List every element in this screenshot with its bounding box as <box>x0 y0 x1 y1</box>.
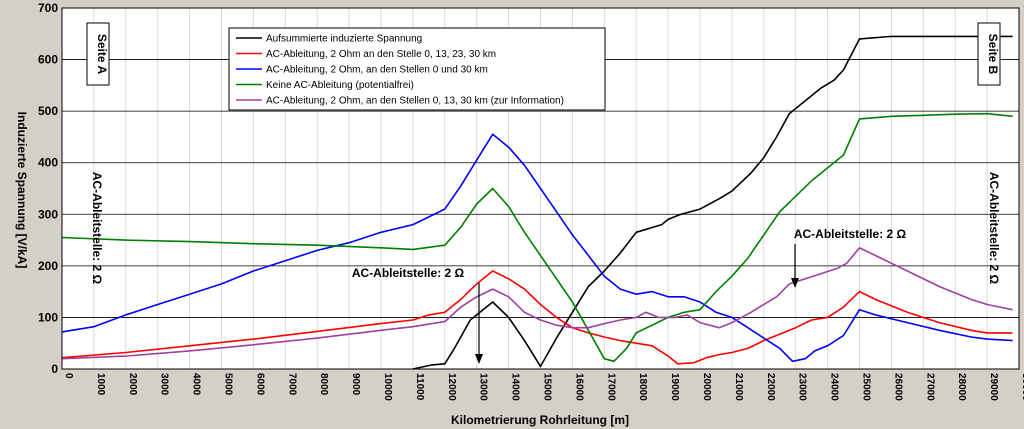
x-tick-label-21: 21000 <box>733 373 744 401</box>
x-tick-label-24: 24000 <box>829 373 840 401</box>
x-tick-label-13: 13000 <box>478 373 489 401</box>
ableit-13km-arrowhead <box>475 354 483 364</box>
series-line-2 <box>61 133 1013 363</box>
x-tick-label-9: 9000 <box>350 373 361 396</box>
x-tick-label-7: 7000 <box>286 373 297 396</box>
series-line-1 <box>61 270 1013 365</box>
x-tick-label-6: 6000 <box>254 373 265 396</box>
x-tick-label-5: 5000 <box>223 373 234 396</box>
y-axis-label: Induzierte Spannung [V/kA] <box>15 112 29 269</box>
y-tick-labels: 0 100 200 300 400 500 600 700 <box>38 1 58 376</box>
x-tick-label-17: 17000 <box>605 373 616 401</box>
series-lines <box>61 35 1013 370</box>
y-tick-label-6: 600 <box>38 53 58 67</box>
series-line-4 <box>61 247 1013 360</box>
legend-label-1: AC-Ableitung, 2 Ohm an den Stelle 0, 13,… <box>266 49 496 60</box>
x-tick-label-18: 18000 <box>637 373 648 401</box>
x-tick-label-2: 2000 <box>127 373 138 396</box>
x-tick-label-0: 0 <box>63 373 74 379</box>
seite-a-box <box>86 22 110 86</box>
x-tick-label-15: 15000 <box>542 373 553 401</box>
x-tick-label-26: 26000 <box>892 373 903 401</box>
y-tick-label-7: 700 <box>38 1 58 15</box>
series-line-0 <box>412 35 1013 370</box>
x-tick-label-8: 8000 <box>318 373 329 396</box>
plot-border <box>61 7 1020 370</box>
x-tick-label-22: 22000 <box>765 373 776 401</box>
ableit-23km-label: AC-Ableitstelle: 2 Ω <box>794 227 907 241</box>
x-tick-label-16: 16000 <box>573 373 584 401</box>
x-tick-label-3: 3000 <box>159 373 170 396</box>
seite-a-label: Seite A <box>95 34 109 75</box>
x-tick-label-29: 29000 <box>988 373 999 401</box>
series-line-3 <box>61 112 1013 363</box>
legend-label-2: AC-Ableitung, 2 Ohm, an den Stellen 0 un… <box>266 65 488 76</box>
x-tick-label-28: 28000 <box>956 373 967 401</box>
x-tick-label-30: 30000 <box>1020 373 1024 401</box>
x-tick-label-12: 12000 <box>446 373 457 401</box>
y-tick-label-1: 100 <box>38 310 58 324</box>
ableit-13km-label: AC-Ableitstelle: 2 Ω <box>352 266 465 280</box>
x-tick-label-25: 25000 <box>861 373 872 401</box>
ableit-right-label: AC-Ableitstelle: 2 Ω <box>987 172 1001 285</box>
y-tick-label-2: 200 <box>38 259 58 273</box>
x-tick-label-14: 14000 <box>510 373 521 401</box>
ableit-23km-arrowhead <box>791 278 799 288</box>
legend: Aufsummierte induzierte Spannung AC-Ablei… <box>228 27 606 111</box>
legend-label-0: Aufsummierte induzierte Spannung <box>266 34 422 45</box>
y-tick-label-5: 500 <box>38 104 58 118</box>
ableit-left-label: AC-Ableitstelle: 2 Ω <box>90 172 104 285</box>
x-tick-label-27: 27000 <box>924 373 935 401</box>
x-tick-label-19: 19000 <box>669 373 680 401</box>
x-tick-label-23: 23000 <box>797 373 808 401</box>
y-tick-label-0: 0 <box>51 362 58 376</box>
legend-label-3: Keine AC-Ableitung (potentialfrei) <box>266 80 414 91</box>
x-tick-label-11: 11000 <box>414 373 425 401</box>
x-tick-label-10: 10000 <box>382 373 393 401</box>
seite-b-box <box>977 22 1001 86</box>
x-tick-label-20: 20000 <box>701 373 712 401</box>
y-tick-label-3: 300 <box>38 207 58 221</box>
x-tick-labels: 0 1000 2000 3000 4000 5000 6000 7000 8000 9000 100… <box>63 373 1024 401</box>
x-tick-label-1: 1000 <box>95 373 106 396</box>
x-axis-label: Kilometrierung Rohrleitung [m] <box>451 413 629 427</box>
x-tick-label-4: 4000 <box>191 373 202 396</box>
y-tick-label-4: 400 <box>38 156 58 170</box>
legend-label-4: AC-Ableitung, 2 Ohm, an den Stellen 0, 1… <box>266 96 564 107</box>
seite-b-label: Seite B <box>986 34 1000 75</box>
